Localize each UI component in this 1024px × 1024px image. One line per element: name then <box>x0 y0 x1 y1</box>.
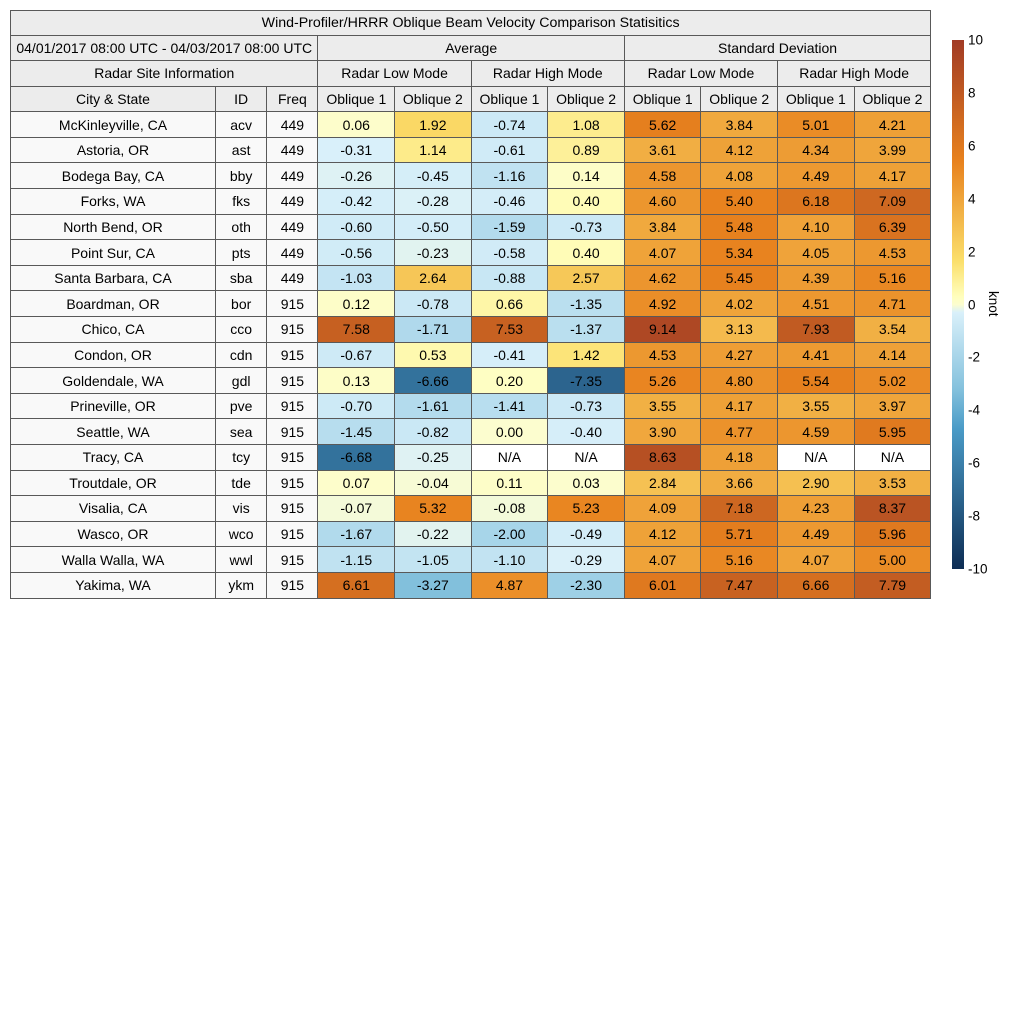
svg-text:knot: knot <box>986 291 1001 317</box>
